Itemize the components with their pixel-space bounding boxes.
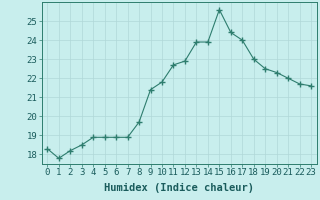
X-axis label: Humidex (Indice chaleur): Humidex (Indice chaleur): [104, 183, 254, 193]
